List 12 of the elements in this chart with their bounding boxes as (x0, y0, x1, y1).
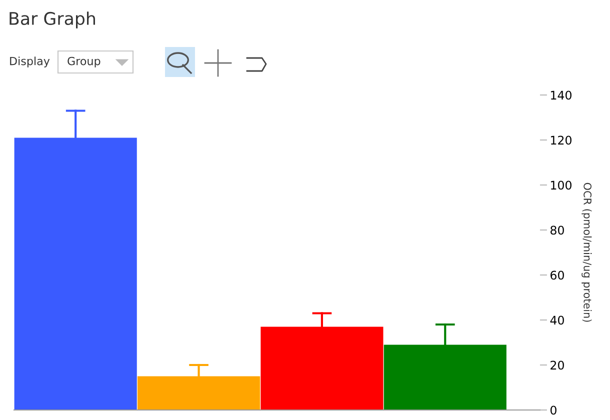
y-tick-label: 80 (550, 226, 564, 235)
y-tick-label: 120 (551, 136, 572, 145)
text: Display (10, 56, 50, 68)
y-axis-title: OCR (pmol/min/ug protein) (582, 182, 592, 322)
y-tick-label: 100 (551, 180, 572, 190)
y-tick-label: 140 (551, 90, 572, 100)
text: Group (68, 56, 100, 68)
y-tick-label: 20 (550, 360, 564, 370)
chart-title: Bar Graph (10, 12, 95, 28)
y-tick-label: 60 (550, 270, 564, 280)
y-tick-label: 40 (550, 316, 564, 325)
y-tick-label: 0 (550, 406, 556, 415)
